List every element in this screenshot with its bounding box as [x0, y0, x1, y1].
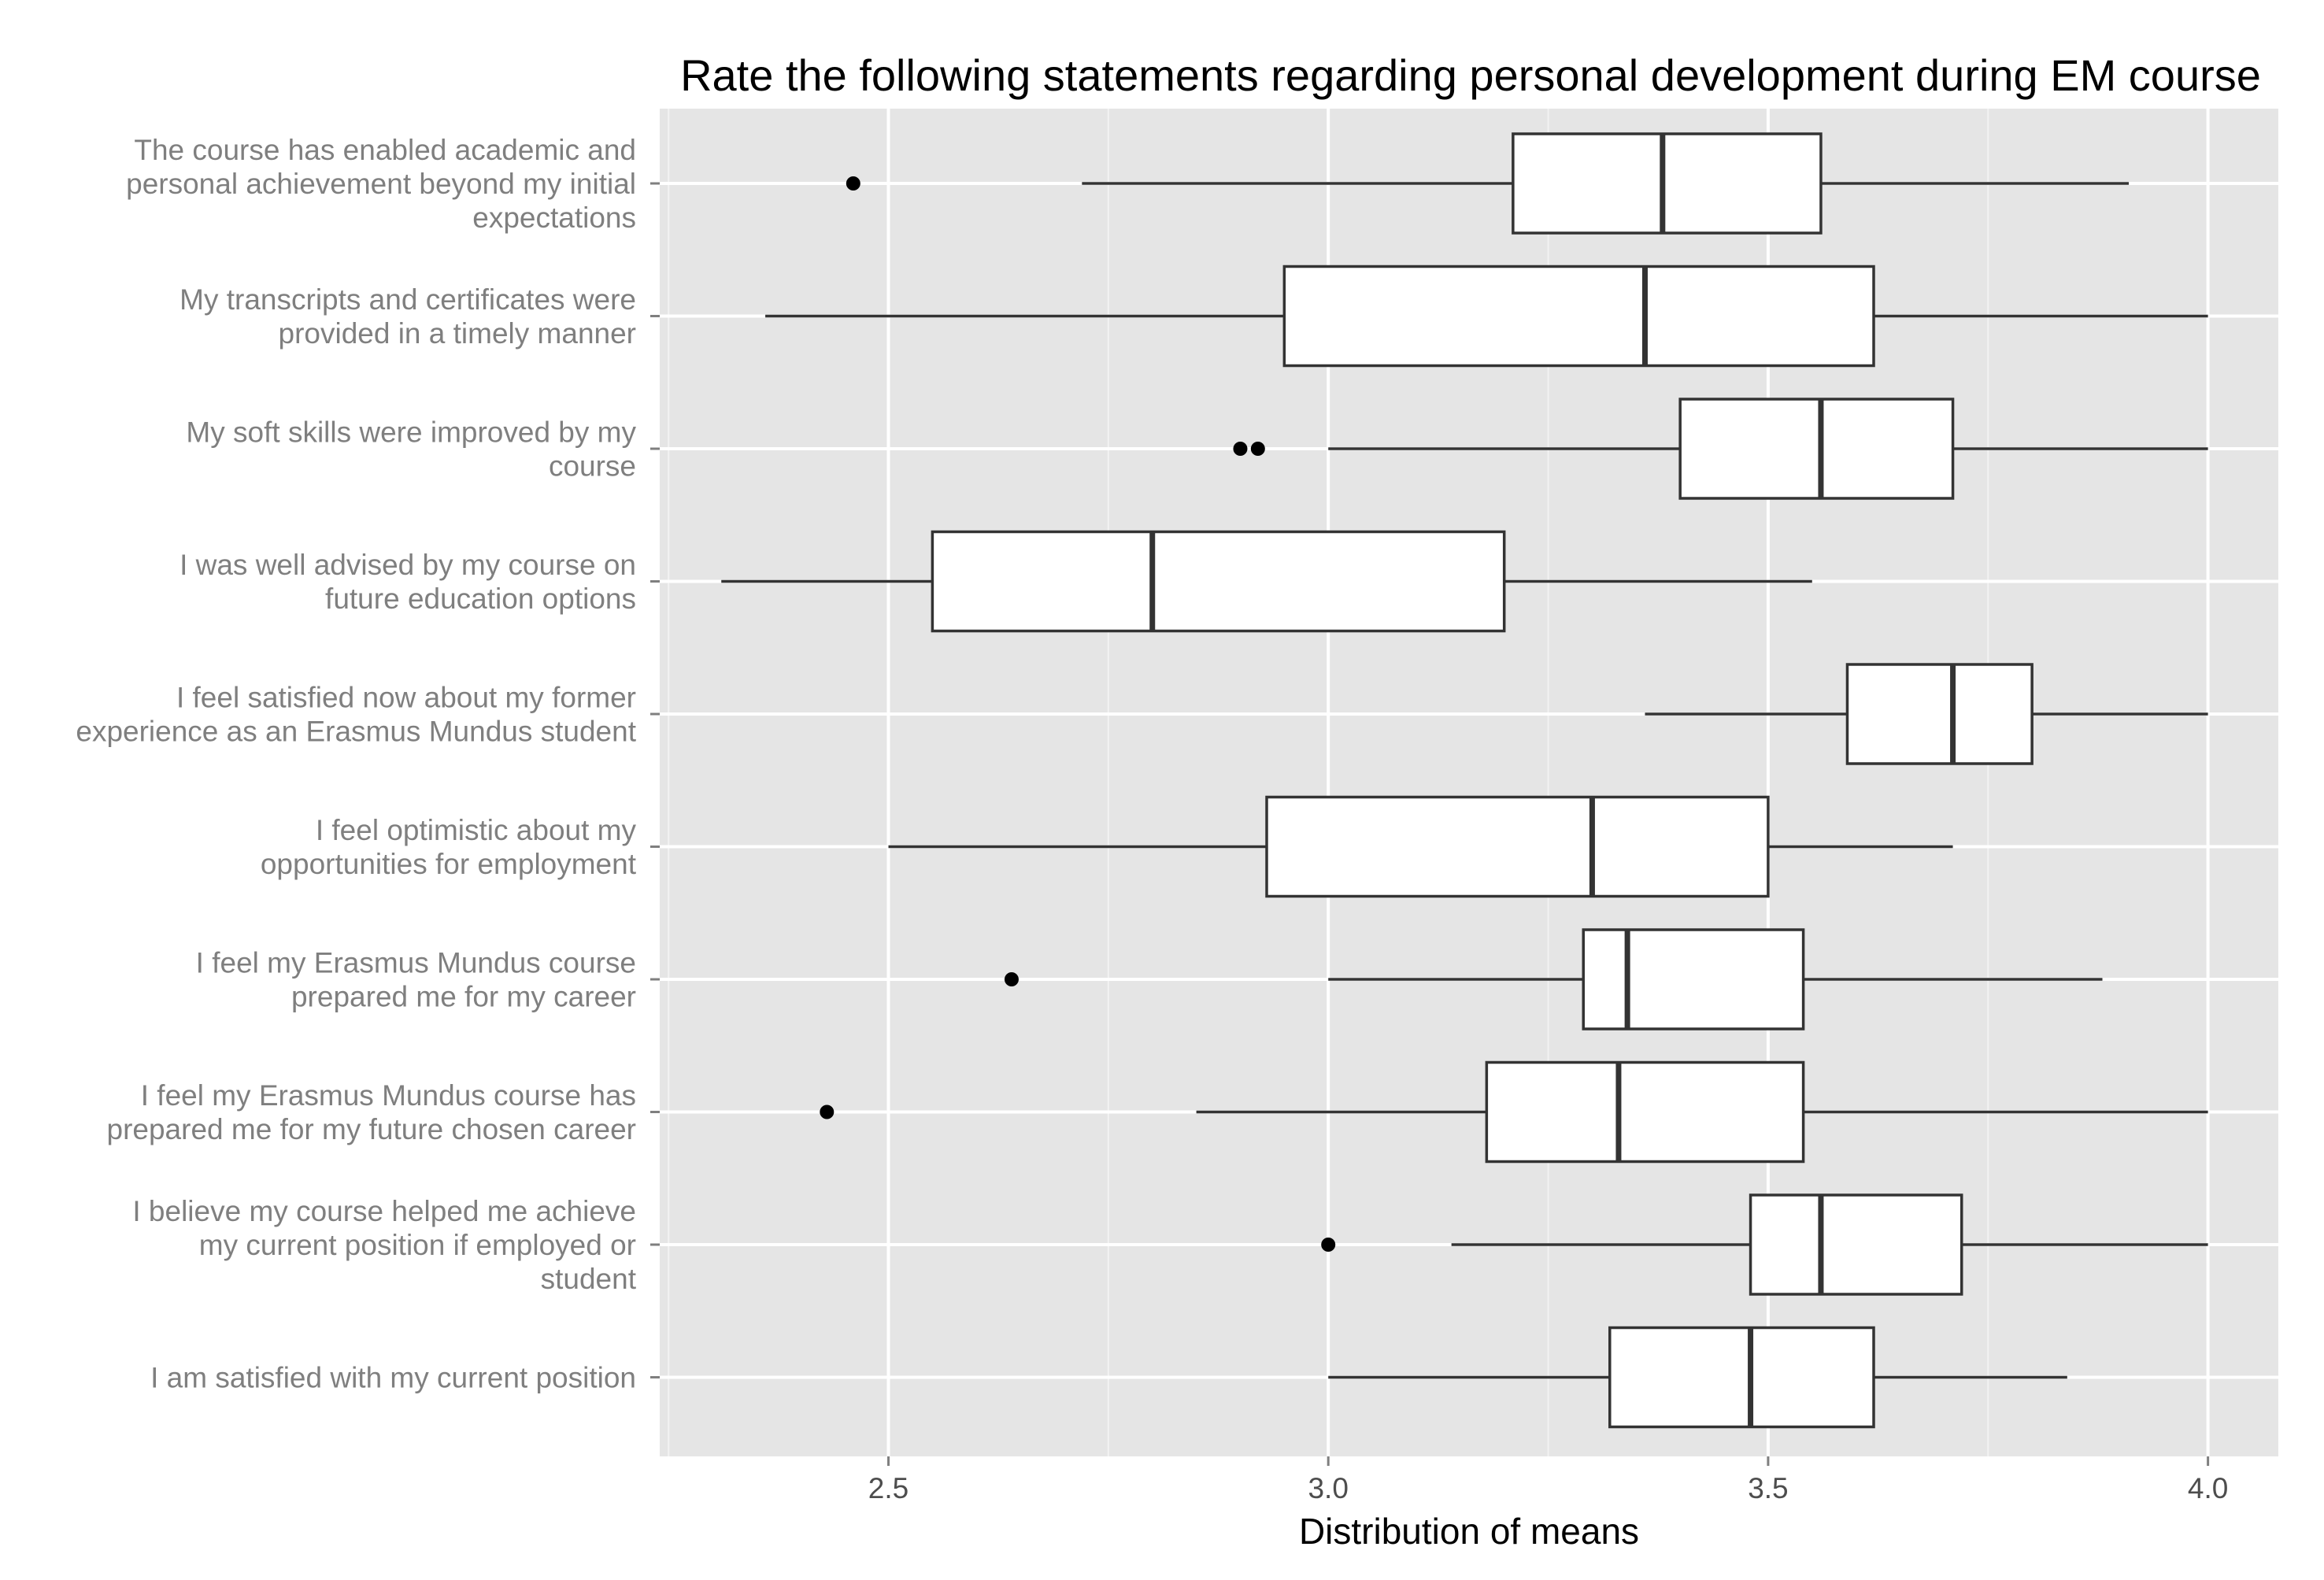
y-axis: The course has enabled academic and perso… — [76, 134, 660, 1394]
category-label: I feel my Erasmus Mundus course prepared … — [196, 947, 636, 1013]
outlier-point — [820, 1105, 834, 1119]
category-label-line: The course has enabled academic and — [134, 134, 636, 166]
box-group — [888, 795, 1953, 898]
outlier-point — [1233, 442, 1248, 456]
category-label-line: I feel my Erasmus Mundus course has — [141, 1079, 636, 1112]
chart-title: Rate the following statements regarding … — [680, 50, 2261, 100]
category-label-line: experience as an Erasmus Mundus student — [76, 716, 636, 748]
category-label-line: I feel optimistic about my — [316, 814, 637, 846]
category-label-line: prepared me for my career — [291, 981, 636, 1013]
category-label-line: expectations — [472, 202, 636, 234]
iqr-box — [1749, 1193, 1963, 1296]
box-group — [1328, 1326, 2067, 1429]
category-label-line: future education options — [325, 583, 636, 615]
category-label-line: course — [549, 450, 636, 483]
iqr-box — [931, 530, 1506, 633]
box-group — [721, 530, 1812, 633]
category-label-line: I feel satisfied now about my former — [176, 682, 636, 714]
outlier-point — [1250, 442, 1265, 456]
category-label: I feel optimistic about my opportunities … — [261, 814, 637, 880]
box-group — [1321, 1193, 2208, 1296]
category-label-line: My transcripts and certificates were — [179, 283, 636, 316]
category-label: I feel satisfied now about my former expe… — [76, 682, 636, 748]
x-tick-label: 2.5 — [868, 1472, 909, 1504]
iqr-box — [1845, 663, 2034, 765]
category-label-line: I feel my Erasmus Mundus course — [196, 947, 636, 979]
box-group — [1233, 398, 2208, 500]
category-label-line: I am satisfied with my current position — [150, 1362, 636, 1394]
category-label: I was well advised by my course on future… — [179, 549, 636, 615]
category-label-line: my current position if employed or — [199, 1229, 636, 1261]
box-group — [846, 132, 2130, 235]
category-label-line: provided in a timely manner — [279, 317, 637, 350]
category-label-line: My soft skills were improved by my — [186, 416, 636, 449]
box-group — [1645, 663, 2208, 765]
outlier-point — [1321, 1238, 1336, 1252]
category-label: I believe my course helped me achieve my … — [132, 1195, 636, 1295]
outlier-point — [846, 176, 860, 191]
category-label: My soft skills were improved by my course — [186, 416, 636, 483]
category-label-line: student — [541, 1263, 637, 1295]
x-axis-title: Distribution of means — [1299, 1511, 1639, 1552]
box-group — [765, 265, 2208, 368]
category-label-line: prepared me for my future chosen career — [107, 1113, 637, 1145]
iqr-box — [1512, 132, 1823, 235]
category-label-line: personal achievement beyond my initial — [126, 168, 636, 200]
category-label-line: I believe my course helped me achieve — [132, 1195, 636, 1227]
category-label-line: I was well advised by my course on — [179, 549, 636, 581]
outlier-point — [1004, 972, 1019, 986]
iqr-box — [1485, 1060, 1805, 1164]
x-tick-label: 3.0 — [1308, 1472, 1348, 1504]
x-axis: 2.5 3.0 3.5 4.0 — [868, 1456, 2228, 1504]
category-label-line: opportunities for employment — [261, 848, 637, 880]
x-tick-label: 3.5 — [1748, 1472, 1788, 1504]
iqr-box — [1582, 928, 1805, 1031]
category-label: I am satisfied with my current position — [150, 1362, 636, 1394]
category-label: My transcripts and certificates were prov… — [179, 283, 636, 350]
category-label: The course has enabled academic and perso… — [126, 134, 636, 234]
box-group — [820, 1060, 2208, 1164]
iqr-box — [1265, 795, 1770, 898]
iqr-box — [1678, 398, 1955, 500]
box-group — [1004, 928, 2103, 1031]
category-label: I feel my Erasmus Mundus course has prepa… — [107, 1079, 637, 1145]
boxplot-series — [721, 132, 2208, 1429]
iqr-box — [1282, 265, 1875, 368]
x-tick-label: 4.0 — [2188, 1472, 2228, 1504]
iqr-box — [1608, 1326, 1875, 1429]
